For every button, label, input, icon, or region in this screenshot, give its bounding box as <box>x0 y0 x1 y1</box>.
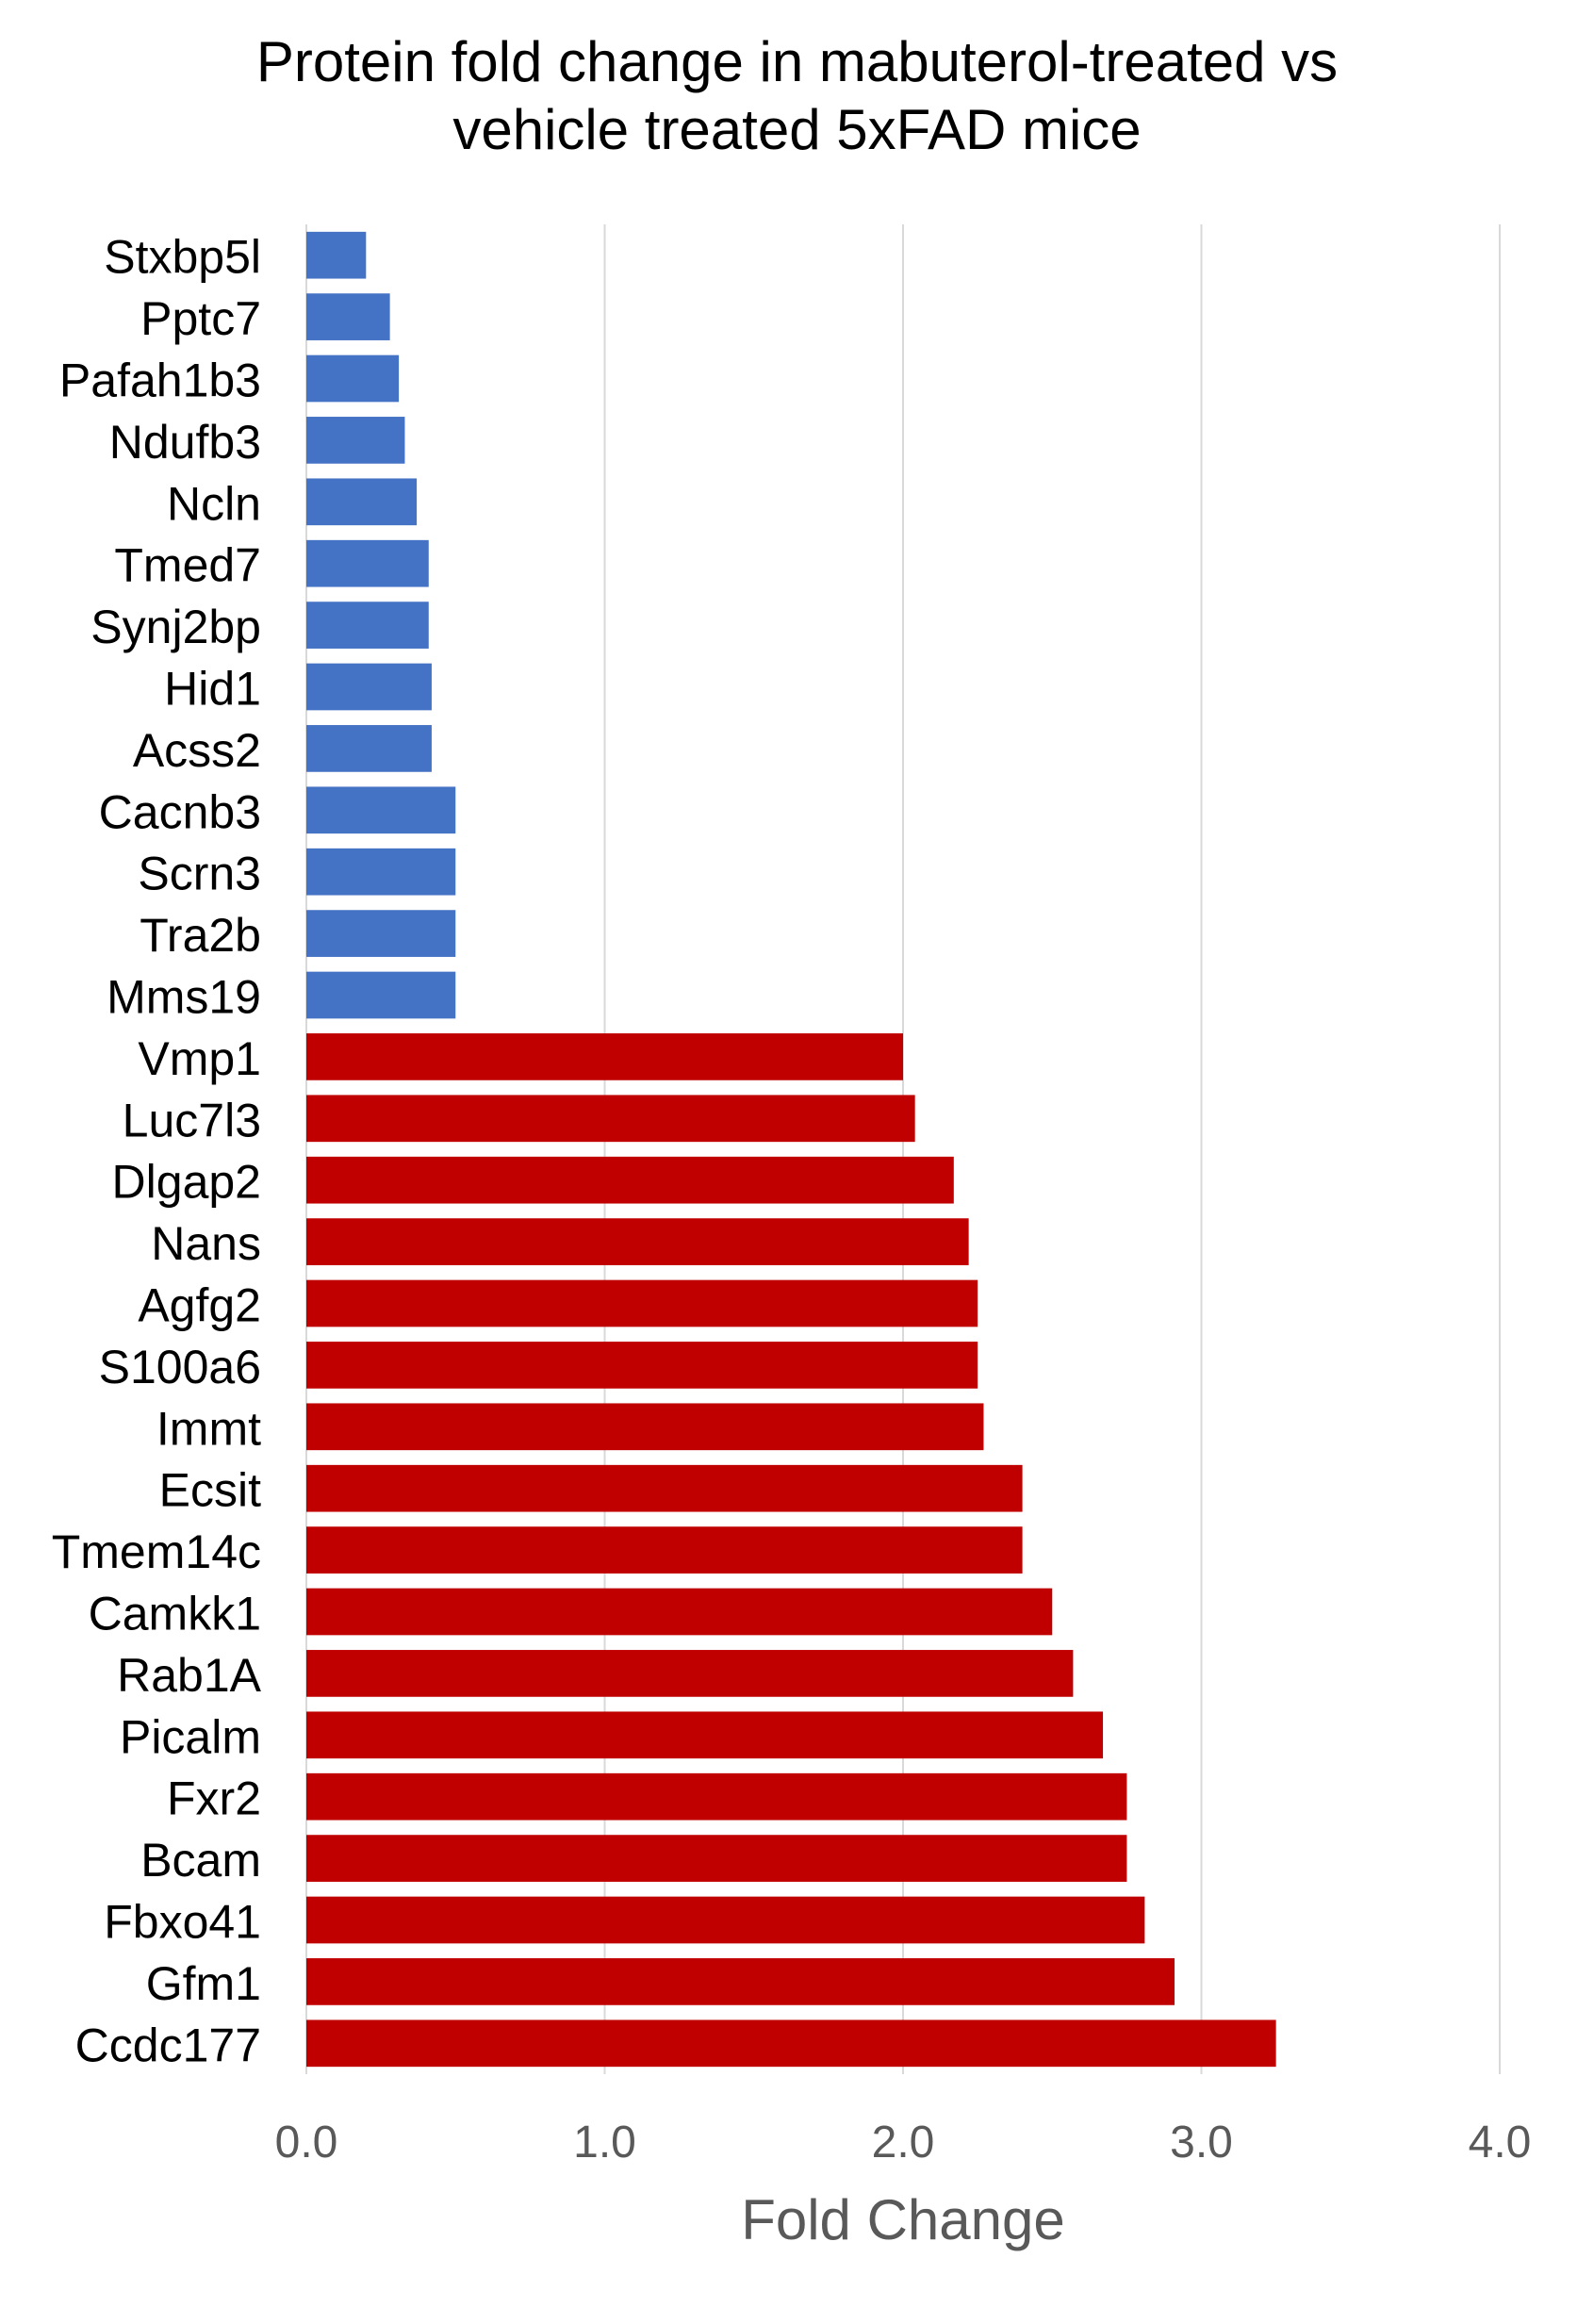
category-label: Acss2 <box>133 724 261 777</box>
x-tick-label: 4.0 <box>1469 2118 1532 2167</box>
bar-ecsit <box>306 1464 1023 1512</box>
category-label: Immt <box>156 1402 261 1455</box>
bar-luc7l3 <box>306 1095 915 1143</box>
category-label: Nans <box>151 1217 261 1270</box>
bar-dlgap2 <box>306 1156 954 1204</box>
bar-hid1 <box>306 663 432 711</box>
category-label: Bcam <box>140 1834 261 1887</box>
bar-synj2bp <box>306 602 429 649</box>
bar-stxbp5l <box>306 231 367 279</box>
bar-nans <box>306 1218 969 1265</box>
bar-immt <box>306 1403 984 1451</box>
category-label: Ndufb3 <box>109 416 261 469</box>
bar-ndufb3 <box>306 417 405 464</box>
bar-ccdc177 <box>306 2019 1276 2068</box>
bar-tmem14c <box>306 1526 1023 1574</box>
category-label: Dlgap2 <box>112 1156 261 1209</box>
category-label: Hid1 <box>164 663 261 716</box>
category-label: Fbxo41 <box>104 1896 261 1949</box>
x-axis-title: Fold Change <box>741 2188 1065 2251</box>
bar-tra2b <box>306 910 456 957</box>
bar-fbxo41 <box>306 1896 1145 1944</box>
bar-rab1a <box>306 1650 1074 1697</box>
category-label: Gfm1 <box>146 1957 261 2010</box>
bar-agfg2 <box>306 1279 978 1327</box>
bar-s100a6 <box>306 1342 978 1389</box>
category-label: Ncln <box>167 477 261 530</box>
category-label: Fxr2 <box>167 1772 261 1825</box>
grid-lines <box>305 224 1501 2074</box>
bar-gfm1 <box>306 1958 1175 2005</box>
x-tick-label: 0.0 <box>275 2118 338 2167</box>
category-label: Rab1A <box>117 1649 262 1702</box>
chart-title: Protein fold change in mabuterol-treated… <box>0 28 1594 164</box>
category-label: Ccdc177 <box>75 2019 261 2071</box>
bar-bcam <box>306 1835 1127 1882</box>
category-label: Synj2bp <box>90 601 261 653</box>
x-tick-label: 2.0 <box>872 2118 935 2167</box>
bar-acss2 <box>306 725 432 772</box>
bars <box>306 231 1276 2068</box>
bar-picalm <box>306 1711 1104 1759</box>
category-label: Mms19 <box>107 971 261 1024</box>
bar-cacnb3 <box>306 786 456 834</box>
chart-title-line-2: vehicle treated 5xFAD mice <box>452 98 1142 161</box>
x-tick-label: 1.0 <box>573 2118 636 2167</box>
bar-tmed7 <box>306 539 429 587</box>
x-axis-tick-labels: 0.0 1.0 2.0 3.0 4.0 <box>275 2118 1532 2167</box>
category-label: Tra2b <box>140 909 261 962</box>
bar-vmp1 <box>306 1033 903 1080</box>
bar-scrn3 <box>306 848 456 896</box>
category-label: Luc7l3 <box>123 1094 261 1146</box>
bar-ncln <box>306 478 418 526</box>
chart-title-line-1: Protein fold change in mabuterol-treated… <box>255 30 1339 93</box>
category-label: Scrn3 <box>138 848 261 900</box>
bar-mms19 <box>306 971 456 1019</box>
bar-fxr2 <box>306 1772 1127 1821</box>
category-label: Tmed7 <box>114 539 261 592</box>
category-label: Pptc7 <box>140 292 261 345</box>
category-label: Picalm <box>120 1710 261 1763</box>
category-label: Cacnb3 <box>99 785 261 838</box>
category-labels: Stxbp5l Pptc7 Pafah1b3 Ndufb3 Ncln Tmed7 Synj2… <box>52 231 262 2072</box>
category-label: Agfg2 <box>138 1279 261 1332</box>
category-label: Pafah1b3 <box>59 354 261 407</box>
category-label: Tmem14c <box>52 1525 261 1578</box>
x-tick-label: 3.0 <box>1170 2118 1233 2167</box>
bar-pptc7 <box>306 293 390 340</box>
category-label: Camkk1 <box>89 1588 261 1640</box>
category-label: Vmp1 <box>138 1032 261 1085</box>
category-label: Ecsit <box>159 1464 261 1517</box>
category-label: S100a6 <box>99 1341 261 1393</box>
bar-pafah1b3 <box>306 354 400 403</box>
bar-camkk1 <box>306 1588 1053 1636</box>
category-label: Stxbp5l <box>104 231 261 284</box>
